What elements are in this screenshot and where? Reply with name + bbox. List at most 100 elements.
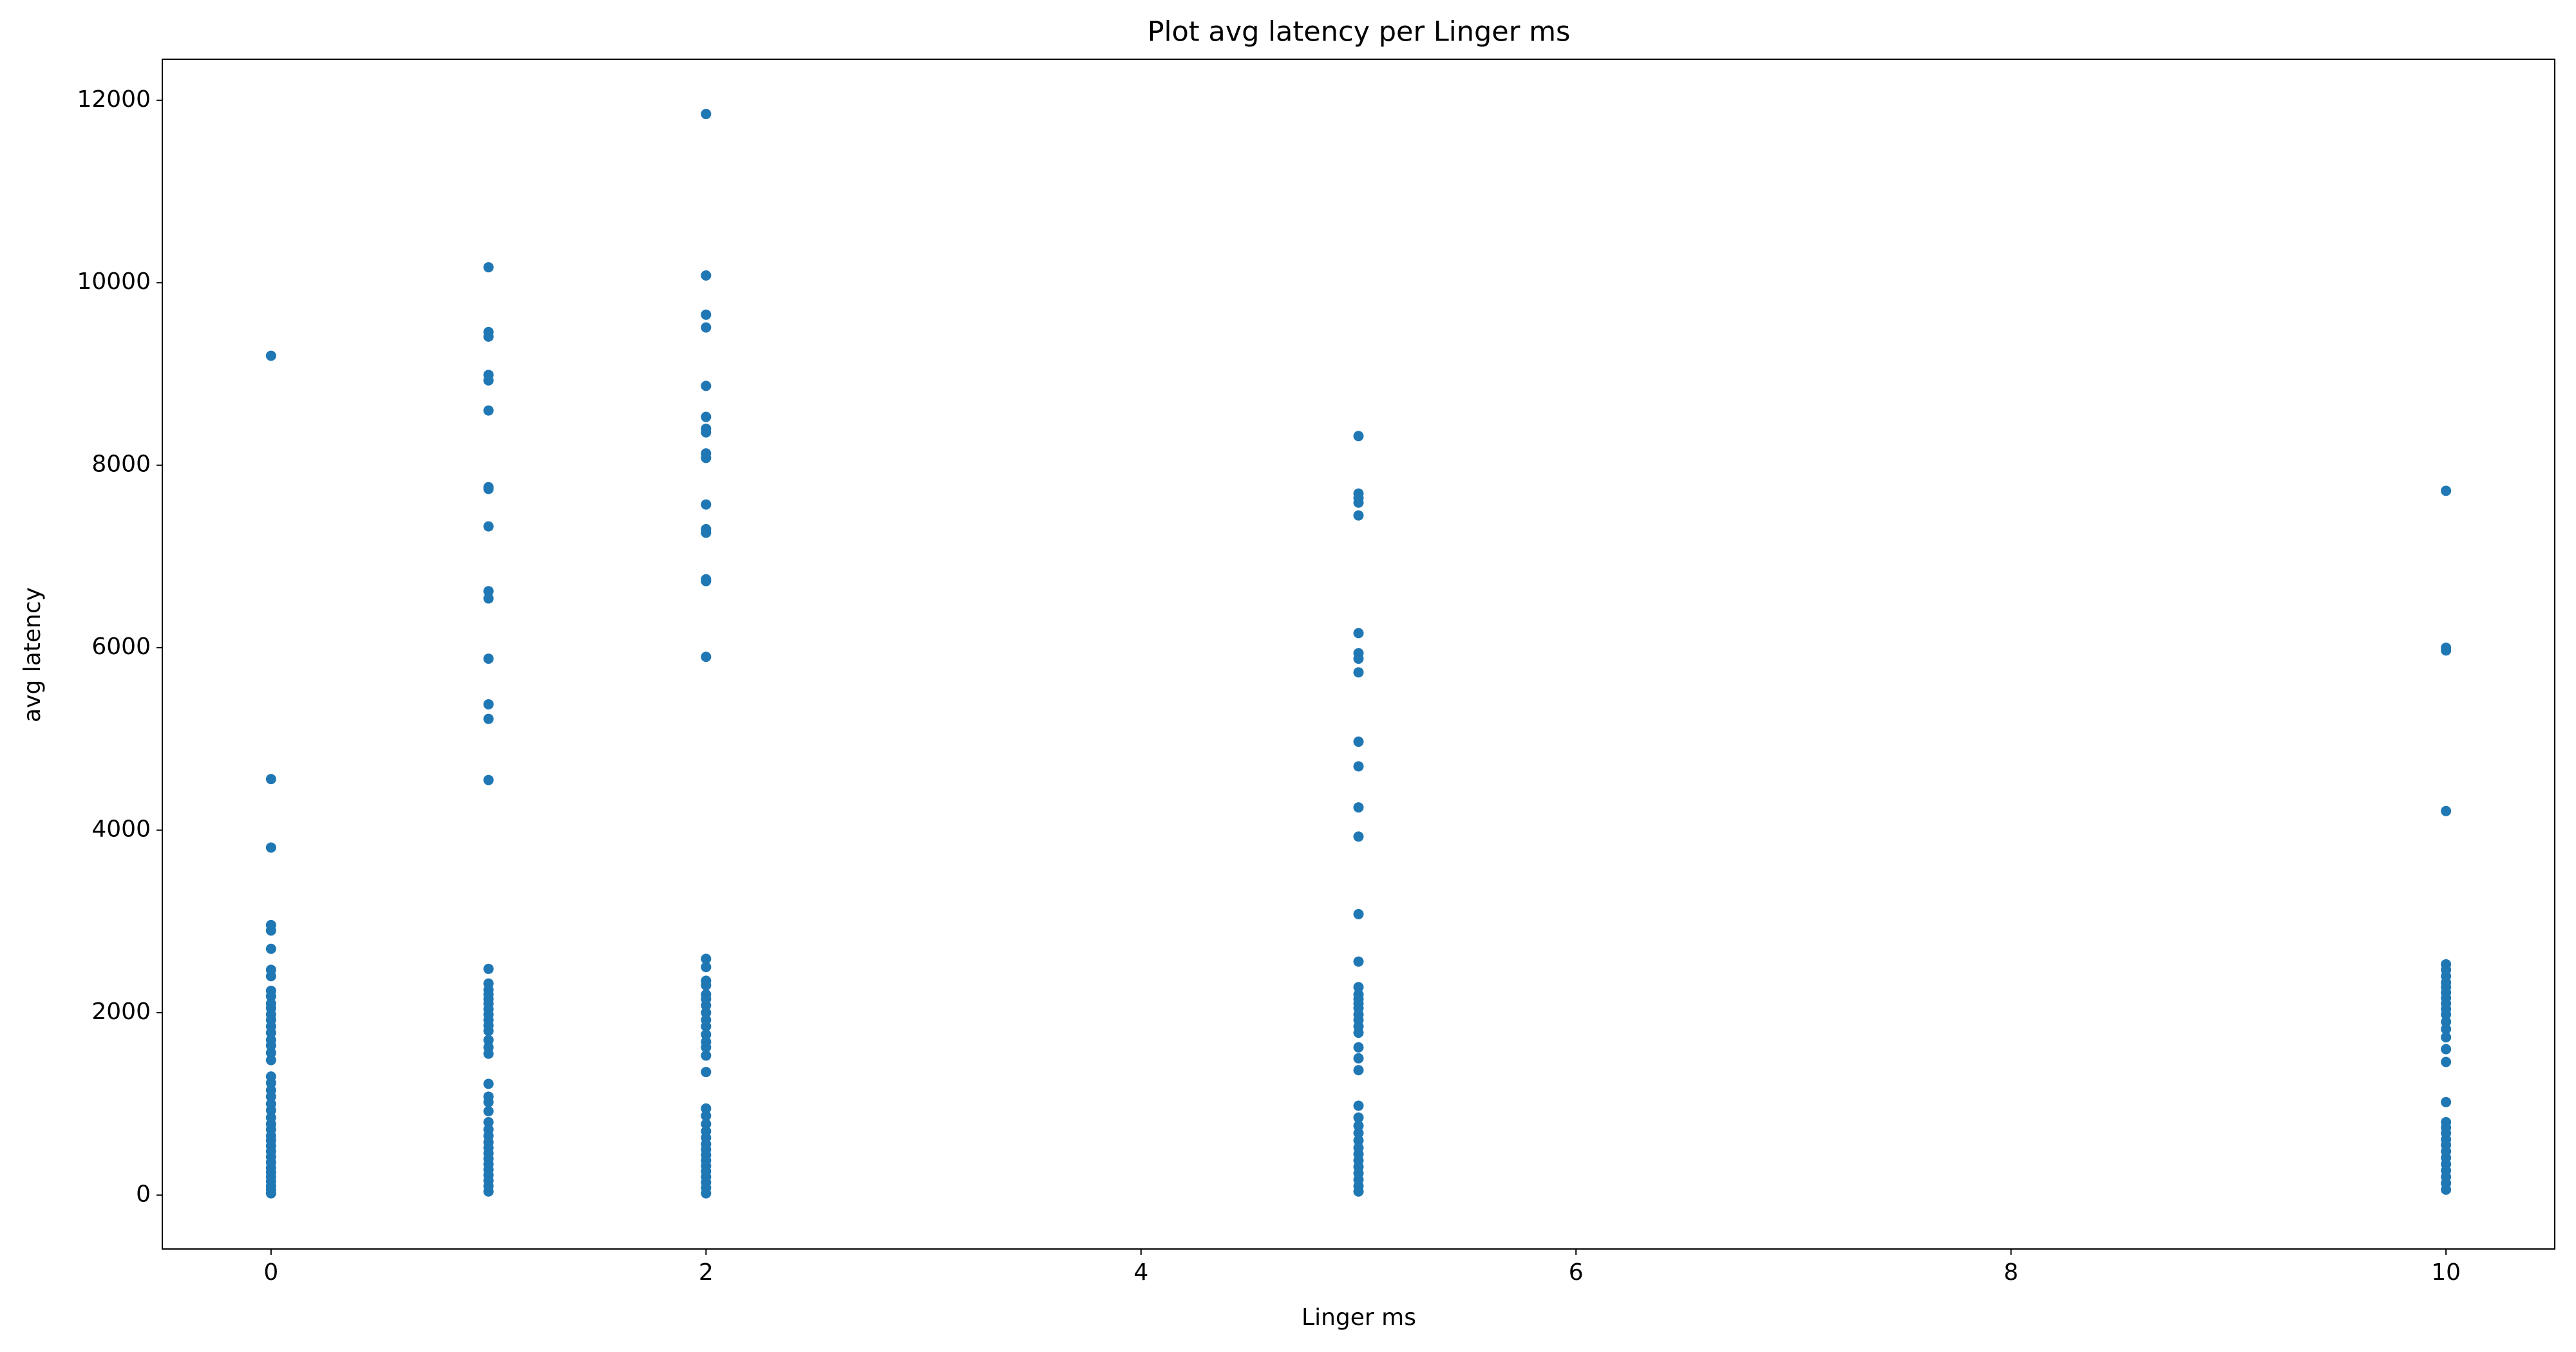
x-tick-label: 0 <box>263 1259 278 1286</box>
point <box>1353 1028 1364 1038</box>
point <box>2441 1032 2452 1043</box>
point <box>2441 485 2452 496</box>
x-tick-label: 6 <box>1569 1259 1584 1286</box>
point <box>701 380 712 391</box>
point <box>265 774 276 785</box>
point <box>701 1029 712 1040</box>
point <box>1353 1053 1364 1064</box>
point <box>483 775 494 785</box>
point <box>483 1117 494 1128</box>
point <box>2441 1096 2452 1107</box>
chart-title: Plot avg latency per Linger ms <box>1148 16 1571 48</box>
point <box>701 499 712 510</box>
point <box>2441 1044 2452 1055</box>
point <box>1353 1100 1364 1111</box>
point <box>2441 1184 2452 1195</box>
point <box>483 1078 494 1089</box>
point <box>265 1028 276 1038</box>
x-tick-label: 2 <box>699 1259 714 1286</box>
point <box>701 1118 712 1129</box>
point <box>701 527 712 538</box>
x-axis-label: Linger ms <box>1302 1304 1416 1331</box>
point <box>265 1105 276 1116</box>
point <box>701 411 712 422</box>
point <box>2441 1009 2452 1020</box>
point <box>1353 1128 1364 1139</box>
point <box>265 1091 276 1102</box>
point <box>701 1050 712 1061</box>
y-tick-label: 4000 <box>91 816 151 843</box>
point <box>701 109 712 120</box>
plot-frame <box>162 59 2555 1250</box>
point <box>483 1096 494 1107</box>
y-tick-label: 12000 <box>77 86 151 113</box>
point <box>483 653 494 664</box>
point <box>1353 1042 1364 1053</box>
point <box>701 980 712 991</box>
y-tick-label: 0 <box>136 1181 151 1207</box>
point <box>483 484 494 494</box>
point <box>1353 653 1364 664</box>
point <box>1353 1186 1364 1197</box>
point <box>701 1007 712 1018</box>
point <box>701 576 712 587</box>
point <box>1353 431 1364 442</box>
point <box>701 1000 712 1011</box>
point <box>483 262 494 273</box>
point <box>1353 761 1364 772</box>
point <box>265 943 276 954</box>
point <box>1353 1120 1364 1131</box>
point <box>483 1035 494 1046</box>
point <box>265 1188 276 1199</box>
point <box>483 375 494 386</box>
point <box>1353 982 1364 993</box>
y-tick-label: 8000 <box>91 451 151 478</box>
point <box>1353 667 1364 678</box>
point <box>1353 908 1364 919</box>
point <box>483 1026 494 1037</box>
y-tick-label: 2000 <box>91 999 151 1025</box>
point <box>1353 1112 1364 1123</box>
point <box>1353 737 1364 747</box>
point <box>265 1078 276 1089</box>
x-tick-label: 10 <box>2431 1259 2461 1286</box>
point <box>701 1188 712 1199</box>
point <box>483 1048 494 1059</box>
point <box>483 521 494 532</box>
y-axis-label: avg latency <box>19 587 46 722</box>
point <box>701 427 712 438</box>
point <box>265 1040 276 1051</box>
point <box>701 309 712 320</box>
point <box>483 699 494 709</box>
point <box>483 331 494 342</box>
point <box>1353 497 1364 508</box>
point <box>2441 1056 2452 1067</box>
y-tick-label: 6000 <box>91 634 151 660</box>
point <box>701 1111 712 1122</box>
point <box>701 322 712 333</box>
x-tick-label: 4 <box>1133 1259 1148 1286</box>
point <box>483 405 494 416</box>
point <box>1353 628 1364 639</box>
point <box>265 350 276 361</box>
point <box>483 713 494 724</box>
point <box>1353 956 1364 967</box>
x-tick-label: 8 <box>2003 1259 2018 1286</box>
point <box>701 1103 712 1114</box>
point <box>701 953 712 964</box>
point <box>701 1042 712 1053</box>
point <box>1353 802 1364 813</box>
point <box>1353 831 1364 842</box>
point <box>701 1021 712 1032</box>
point <box>701 453 712 464</box>
point <box>2441 645 2452 656</box>
point <box>2441 805 2452 816</box>
point <box>701 652 712 662</box>
y-tick-label: 10000 <box>77 268 151 295</box>
point <box>2441 1017 2452 1028</box>
point <box>265 991 276 1002</box>
point <box>1353 510 1364 521</box>
